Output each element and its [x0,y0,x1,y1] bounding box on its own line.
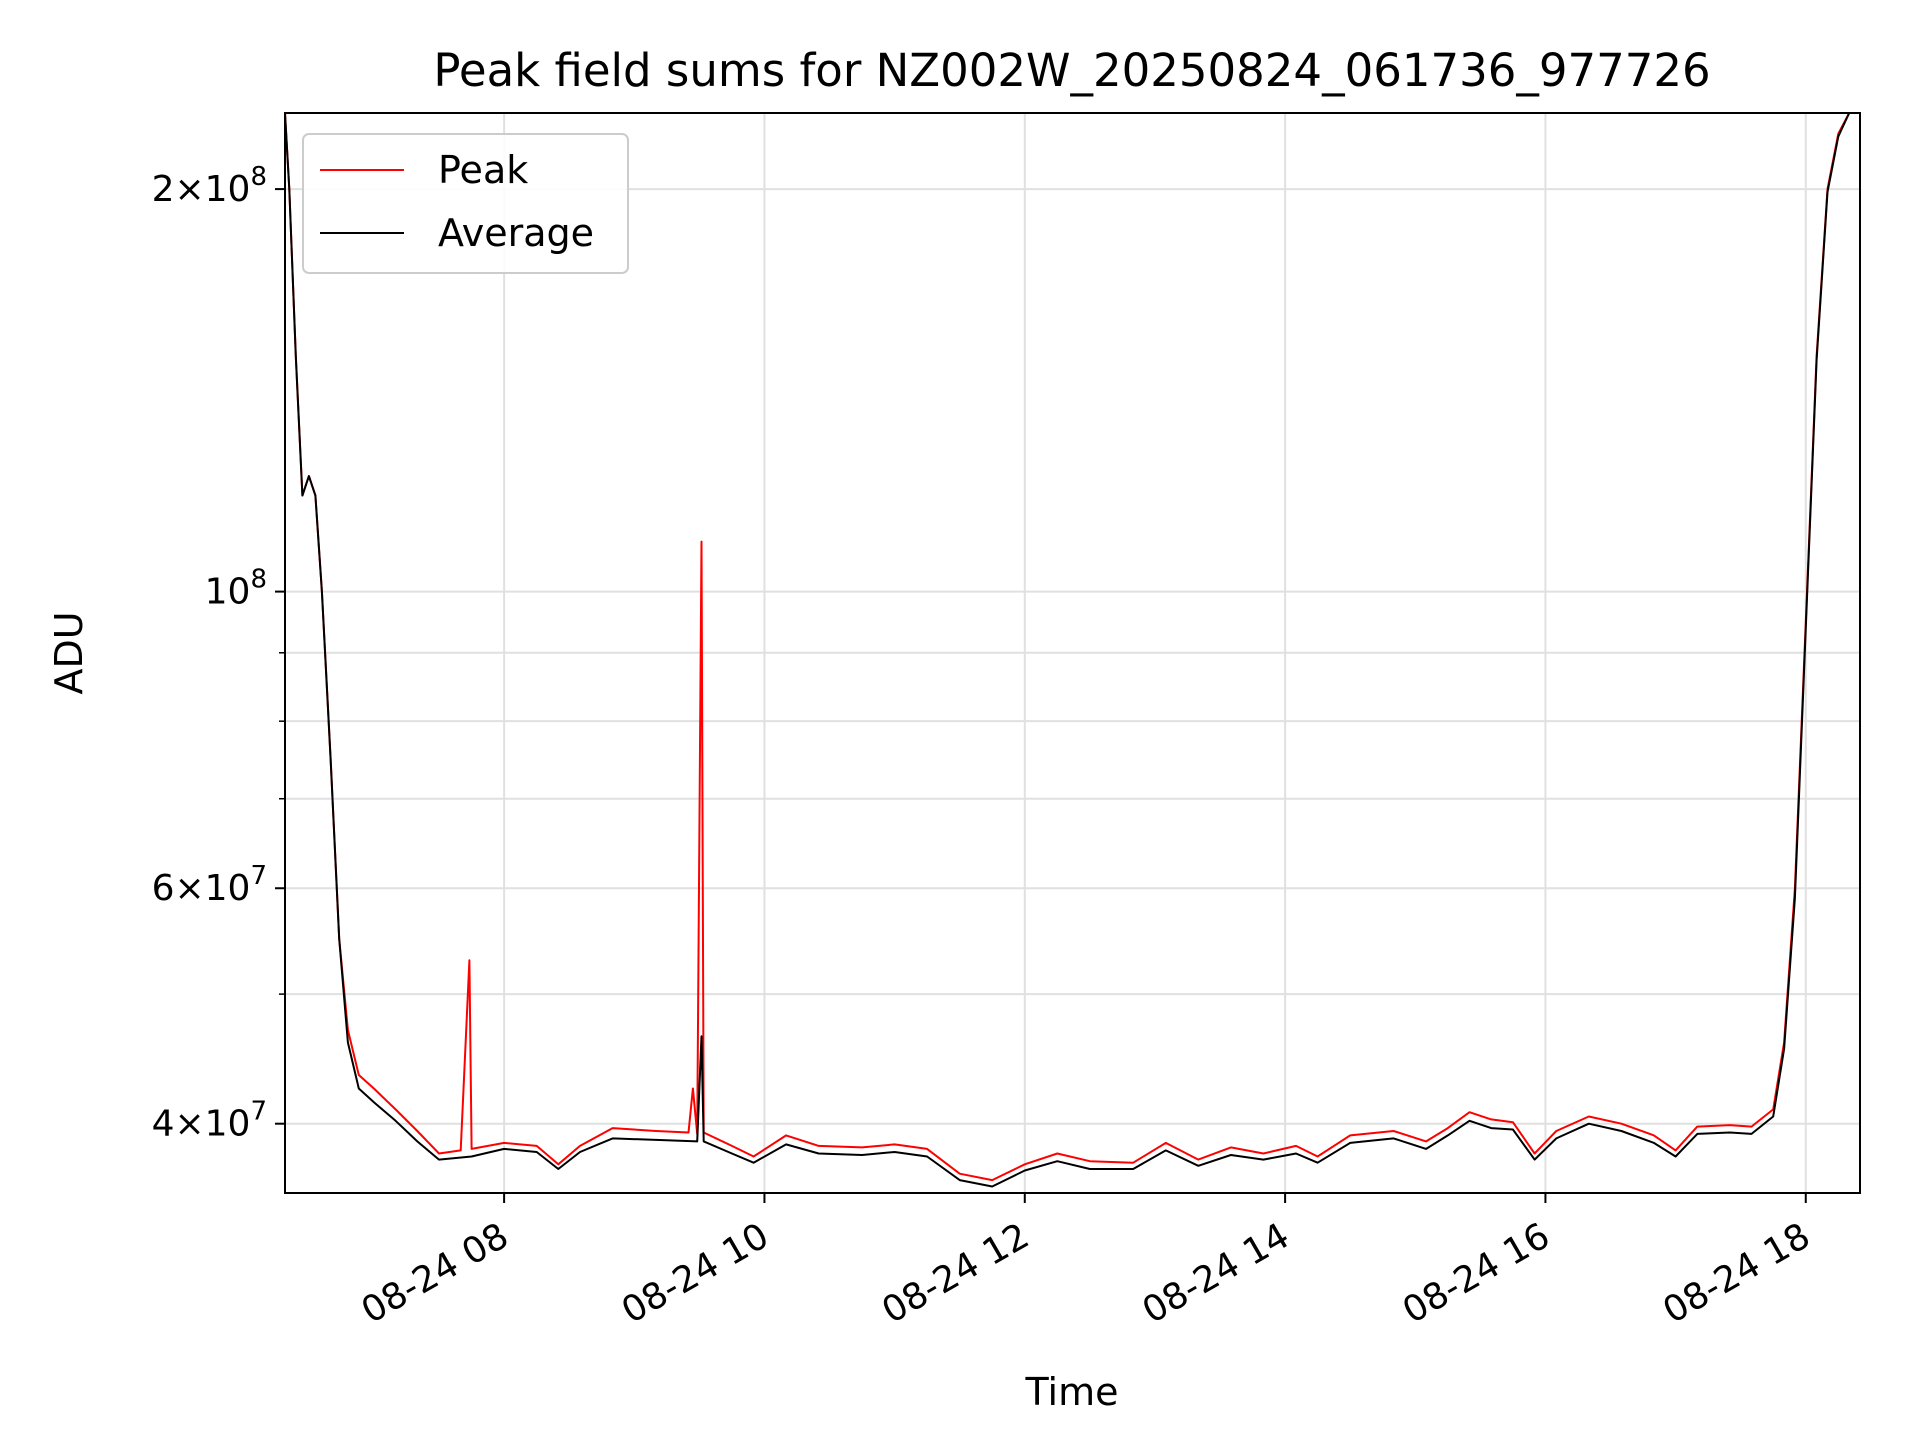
legend: Peak Average [302,133,629,274]
series-layer [285,113,1851,1188]
series-line-average [285,113,1851,1188]
y-tick-label: 108 [205,565,267,613]
legend-peak-label: Peak [438,148,528,192]
chart-title: Peak field sums for NZ002W_20250824_0617… [433,44,1710,97]
series-line-peak [285,113,1851,1182]
y-axis: 4×107 6×107 108 2×108 [152,162,285,1145]
y-tick-label: 2×108 [152,162,267,210]
legend-average-label: Average [438,211,594,255]
y-axis-label: ADU [47,611,91,694]
y-tick-label: 6×107 [152,861,267,909]
x-axis-label: Time [1025,1370,1119,1414]
y-tick-label: 4×107 [152,1097,267,1145]
legend-box [302,133,629,274]
